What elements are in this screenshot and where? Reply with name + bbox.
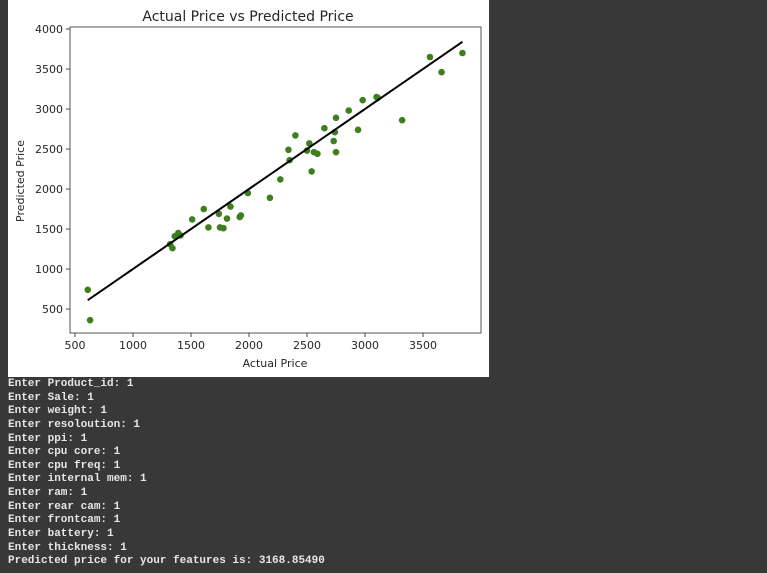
data-point — [345, 107, 353, 114]
ideal-fit-line — [87, 40, 464, 302]
data-point — [277, 176, 284, 183]
x-tick-label: 3500 — [409, 339, 437, 352]
data-point — [398, 116, 406, 124]
data-point — [200, 205, 208, 213]
data-point — [438, 68, 445, 76]
data-point — [237, 212, 245, 219]
data-point — [332, 114, 340, 122]
x-tick-label: 1000 — [119, 339, 147, 352]
y-tick-label: 3500 — [35, 63, 63, 76]
x-tick-label: 2500 — [293, 339, 321, 352]
console-line: Enter cpu freq: 1 — [8, 459, 121, 472]
data-point — [308, 168, 315, 175]
data-point — [84, 286, 92, 294]
chart-figure: Actual Price vs Predicted Price 500 1000 1… — [8, 0, 489, 377]
data-point — [332, 148, 340, 156]
data-point — [169, 244, 176, 252]
console-line: Enter ppi: 1 — [8, 432, 88, 445]
data-point — [86, 316, 94, 324]
console-output: Enter Product_id: 1 Enter Sale: 1 Enter we… — [8, 378, 758, 569]
data-point — [426, 53, 434, 61]
data-point — [354, 126, 362, 134]
data-point — [314, 150, 321, 158]
y-tick-label: 2500 — [35, 143, 63, 156]
data-point — [285, 146, 292, 154]
y-tick-label: 2000 — [35, 183, 63, 196]
plot-area: 500 1000 1500 2000 2500 3000 3500 500 1000 1500 20… — [35, 23, 482, 352]
console-line: Enter thickness: 1 — [8, 541, 127, 554]
console-line: Enter weight: 1 — [8, 405, 108, 418]
data-point — [292, 132, 299, 139]
chart-title: Actual Price vs Predicted Price — [142, 9, 353, 25]
axes-frame — [69, 26, 482, 334]
x-tick-label: 500 — [65, 339, 86, 352]
console-line: Enter cpu core: 1 — [8, 446, 121, 459]
data-point — [266, 194, 274, 202]
x-axis-label: Actual Price — [243, 357, 308, 370]
data-point — [359, 96, 366, 104]
y-tick-label: 1500 — [35, 223, 63, 236]
console-line: Enter ram: 1 — [8, 487, 88, 500]
data-point — [205, 224, 212, 231]
data-point — [321, 124, 328, 132]
console-line: Enter Product_id: 1 — [8, 378, 134, 390]
console-line: Enter rear cam: 1 — [8, 500, 121, 513]
y-tick-label: 3000 — [35, 103, 63, 116]
console-line: Enter internal mem: 1 — [8, 473, 147, 486]
console-line: Enter Sale: 1 — [8, 391, 94, 404]
y-tick-label: 4000 — [35, 23, 63, 36]
data-point — [330, 137, 337, 145]
data-point — [459, 49, 466, 57]
console-line: Enter resoloution: 1 — [8, 418, 141, 431]
console-line: Predicted price for your features is: 31… — [8, 555, 325, 568]
x-tick-label: 3000 — [351, 339, 379, 352]
y-tick-label: 1000 — [35, 263, 63, 276]
data-point — [188, 216, 196, 223]
x-tick-label: 2000 — [235, 339, 263, 352]
scatter-chart: Actual Price vs Predicted Price 500 1000 1… — [14, 9, 482, 370]
console-line: Enter frontcam: 1 — [8, 514, 121, 527]
data-point — [227, 203, 234, 210]
y-axis-label: Predicted Price — [14, 140, 27, 222]
y-tick-label: 500 — [42, 303, 63, 316]
console-line: Enter battery: 1 — [8, 528, 114, 541]
x-tick-label: 1500 — [177, 339, 205, 352]
data-point — [220, 224, 227, 232]
data-point — [223, 215, 231, 222]
